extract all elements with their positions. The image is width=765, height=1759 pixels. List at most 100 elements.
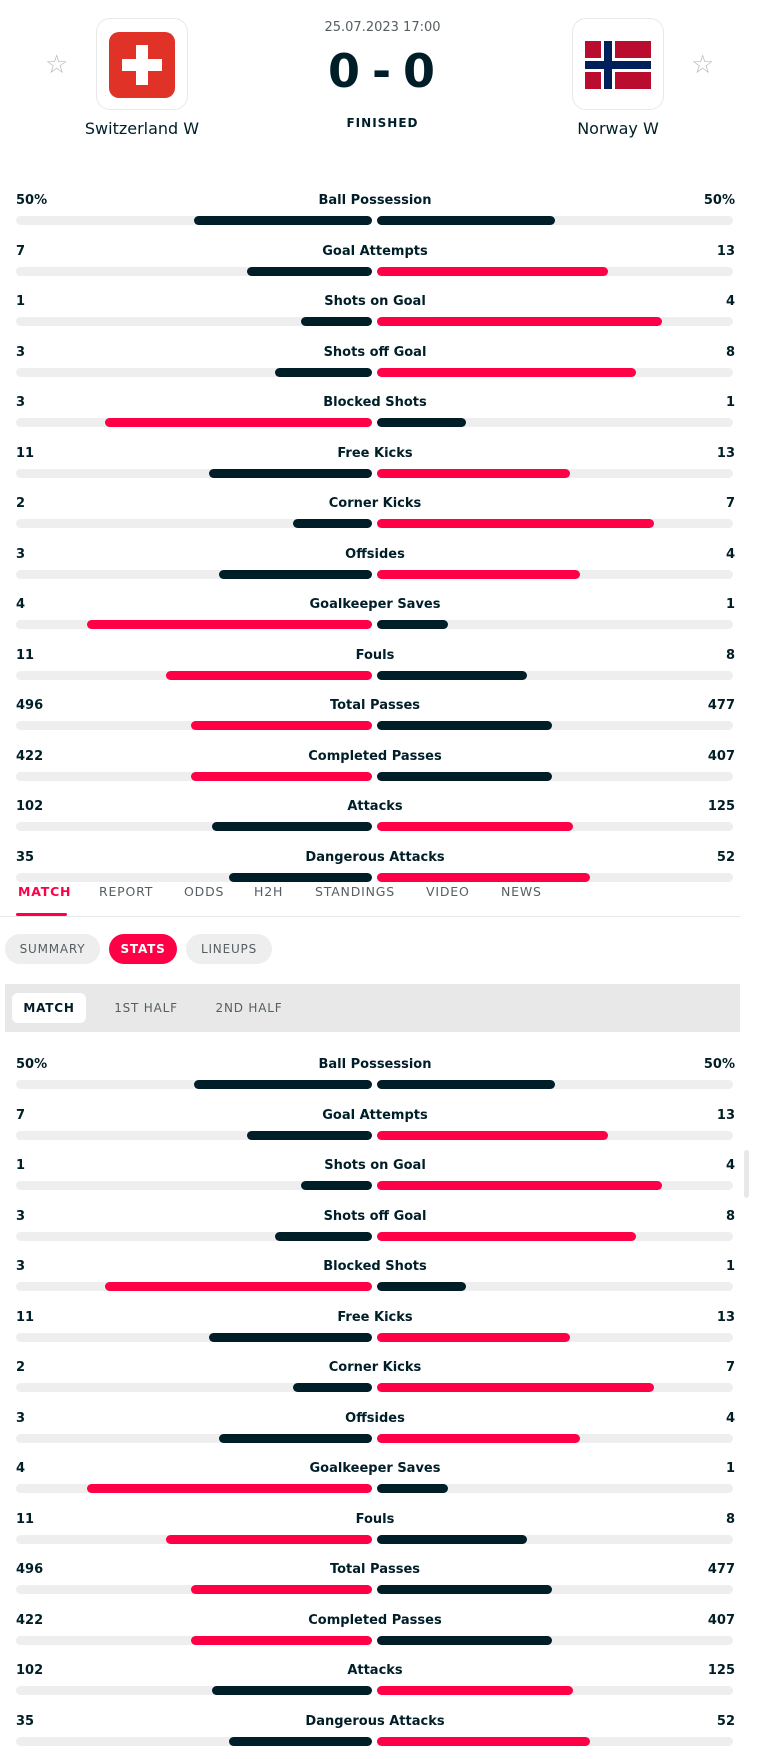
stat-category: Free Kicks bbox=[337, 1309, 413, 1325]
subtab-lineups[interactable]: LINEUPS bbox=[186, 934, 272, 964]
stat-category: Total Passes bbox=[329, 698, 421, 713]
away-bar-fill bbox=[377, 367, 636, 377]
away-bar-track bbox=[377, 1282, 733, 1291]
away-stat-value: 125 bbox=[707, 1663, 735, 1678]
away-stat-value: 13 bbox=[716, 1309, 735, 1325]
home-bar-fill bbox=[208, 1332, 372, 1342]
home-bar-track bbox=[16, 620, 372, 629]
away-bar-track bbox=[377, 468, 733, 478]
away-bar-track bbox=[377, 1181, 733, 1190]
away-bar-fill bbox=[377, 1635, 552, 1645]
stat-category: Dangerous Attacks bbox=[305, 1713, 445, 1729]
stat-row-shots-off-goal: 3 Shots off Goal 8 bbox=[0, 339, 765, 390]
tab-standings[interactable]: STANDINGS bbox=[315, 884, 395, 899]
away-bar-track bbox=[377, 1130, 733, 1140]
stat-row-corner-kicks: 2 Corner Kicks 7 bbox=[0, 1354, 765, 1405]
home-bar-fill bbox=[105, 418, 372, 427]
away-stat-value: 407 bbox=[707, 1612, 735, 1628]
home-bar-fill bbox=[194, 1080, 372, 1089]
home-bar-track bbox=[16, 771, 372, 781]
stat-category: Shots off Goal bbox=[323, 344, 427, 360]
home-stat-value: 2 bbox=[16, 1360, 26, 1375]
home-stat-value: 1 bbox=[16, 294, 26, 309]
tab-report[interactable]: REPORT bbox=[99, 884, 154, 899]
home-bar-fill bbox=[228, 1736, 372, 1746]
stat-category: Goalkeeper Saves bbox=[309, 1461, 441, 1476]
home-bar-fill bbox=[300, 1181, 372, 1190]
home-stat-value: 3 bbox=[16, 395, 26, 410]
home-bar-fill bbox=[274, 367, 372, 377]
home-stat-value: 50% bbox=[16, 1057, 48, 1072]
away-bar-fill bbox=[377, 872, 590, 882]
stat-category: Ball Possession bbox=[318, 193, 432, 208]
stat-category: Blocked Shots bbox=[323, 395, 427, 410]
away-bar-fill bbox=[377, 1484, 449, 1493]
home-team-logo[interactable] bbox=[96, 18, 188, 110]
away-team-name[interactable]: Norway W bbox=[577, 119, 659, 138]
away-bar-fill bbox=[377, 1534, 527, 1544]
scrollbar-thumb[interactable] bbox=[744, 1150, 749, 1198]
home-team-name[interactable]: Switzerland W bbox=[84, 119, 200, 138]
stat-category: Blocked Shots bbox=[323, 1259, 427, 1274]
period-selector: MATCH 1ST HALF 2ND HALF bbox=[5, 984, 740, 1032]
home-bar-track bbox=[16, 1635, 372, 1645]
home-stat-value: 1 bbox=[16, 1158, 26, 1173]
home-bar-track bbox=[16, 519, 372, 528]
home-bar-track bbox=[16, 266, 372, 276]
subtab-summary[interactable]: SUMMARY bbox=[5, 934, 100, 964]
stat-row-dangerous-attacks: 35 Dangerous Attacks 52 bbox=[0, 1708, 765, 1759]
period-match[interactable]: MATCH bbox=[12, 993, 86, 1023]
away-stat-value: 1 bbox=[725, 597, 735, 612]
favorite-away-star-icon[interactable]: ☆ bbox=[691, 50, 715, 80]
away-stat-value: 7 bbox=[725, 1360, 735, 1375]
tab-h2h[interactable]: H2H bbox=[254, 884, 284, 899]
stat-category: Attacks bbox=[347, 1663, 403, 1678]
away-stat-value: 1 bbox=[725, 395, 735, 410]
home-bar-fill bbox=[228, 872, 372, 882]
stat-category: Goal Attempts bbox=[322, 1107, 428, 1123]
away-stat-value: 7 bbox=[725, 496, 735, 511]
away-bar-track bbox=[377, 519, 733, 528]
subtab-stats[interactable]: STATS bbox=[109, 934, 177, 964]
period-2nd-half[interactable]: 2ND HALF bbox=[215, 1001, 283, 1015]
away-bar-track bbox=[377, 872, 733, 882]
home-stat-value: 3 bbox=[16, 1208, 26, 1224]
match-score: 0-0 bbox=[0, 44, 765, 98]
tab-video[interactable]: VIDEO bbox=[426, 884, 470, 899]
tab-odds[interactable]: ODDS bbox=[184, 884, 225, 899]
home-bar-fill bbox=[105, 1282, 372, 1291]
away-bar-fill bbox=[377, 1282, 466, 1291]
away-team-logo[interactable] bbox=[572, 18, 664, 110]
period-1st-half[interactable]: 1ST HALF bbox=[114, 1001, 178, 1015]
away-bar-fill bbox=[377, 216, 555, 225]
stat-category: Free Kicks bbox=[337, 445, 413, 461]
home-bar-track bbox=[16, 569, 372, 579]
away-bar-fill bbox=[377, 1736, 590, 1746]
away-stat-value: 407 bbox=[707, 748, 735, 764]
stat-row-ball-possession: 50% Ball Possession 50% bbox=[0, 1051, 765, 1102]
away-stat-value: 52 bbox=[716, 849, 735, 865]
stat-category: Ball Possession bbox=[318, 1057, 432, 1072]
home-bar-track bbox=[16, 1282, 372, 1291]
home-stat-value: 4 bbox=[16, 1461, 26, 1476]
favorite-home-star-icon[interactable]: ☆ bbox=[45, 50, 69, 80]
home-stat-value: 3 bbox=[16, 344, 26, 360]
away-stat-value: 125 bbox=[707, 799, 735, 814]
tab-news[interactable]: NEWS bbox=[501, 884, 542, 899]
stat-category: Corner Kicks bbox=[328, 1360, 422, 1375]
home-stat-value: 3 bbox=[16, 546, 26, 562]
home-stat-value: 3 bbox=[16, 1410, 26, 1426]
home-bar-track bbox=[16, 1736, 372, 1746]
away-stat-value: 8 bbox=[725, 647, 735, 663]
away-bar-track bbox=[377, 721, 733, 730]
home-bar-fill bbox=[87, 1484, 372, 1493]
tab-match[interactable]: MATCH bbox=[18, 884, 72, 899]
stats-list-top: 50% Ball Possession 50% 7 Goal Attempts 13 1 Sh… bbox=[0, 187, 765, 894]
away-stat-value: 8 bbox=[725, 344, 735, 360]
stat-category: Shots off Goal bbox=[323, 1208, 427, 1224]
stat-category: Completed Passes bbox=[308, 748, 442, 764]
away-bar-track bbox=[377, 418, 733, 427]
stat-category: Goalkeeper Saves bbox=[309, 597, 441, 612]
away-bar-fill bbox=[377, 1332, 570, 1342]
home-bar-track bbox=[16, 468, 372, 478]
